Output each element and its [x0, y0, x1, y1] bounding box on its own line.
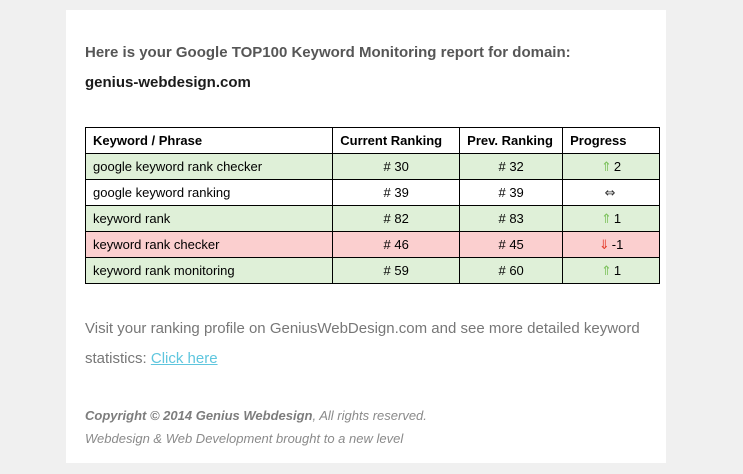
progress-value: 2: [613, 158, 622, 174]
current-ranking-cell: # 39: [332, 179, 461, 206]
keyword-ranking-table: Keyword / Phrase Current Ranking Prev. R…: [84, 127, 660, 284]
current-ranking-cell: # 59: [332, 257, 461, 284]
report-heading: Here is your Google TOP100 Keyword Monit…: [85, 38, 647, 98]
progress-cell: ⇓ -1: [562, 231, 660, 258]
copyright-notice-bold: Copyright © 2014 Genius Webdesign: [85, 408, 313, 423]
table-row: keyword rank checker # 46 # 45 ⇓ -1: [84, 231, 660, 258]
keyword-cell: keyword rank: [84, 205, 334, 232]
table-row: google keyword rank checker # 30 # 32 ⇑ 2: [84, 153, 660, 180]
progress-cell: ⇔: [562, 179, 660, 206]
progress-value: 1: [613, 262, 622, 278]
keyword-cell: keyword rank monitoring: [84, 257, 334, 284]
table-row: keyword rank monitoring # 59 # 60 ⇑ 1: [84, 257, 660, 284]
table-row: google keyword ranking # 39 # 39 ⇔: [84, 179, 660, 206]
report-card: Here is your Google TOP100 Keyword Monit…: [66, 10, 666, 463]
visit-profile-text: Visit your ranking profile on GeniusWebD…: [85, 314, 645, 374]
current-ranking-cell: # 30: [332, 153, 461, 180]
column-header-progress: Progress: [562, 127, 660, 154]
report-intro-line: Here is your Google TOP100 Keyword Monit…: [85, 44, 571, 61]
report-domain: genius-webdesign.com: [85, 74, 251, 91]
copyright-tagline: Webdesign & Web Development brought to a…: [85, 431, 404, 446]
keyword-cell: keyword rank checker: [84, 231, 334, 258]
progress-cell: ⇑ 2: [562, 153, 660, 180]
prev-ranking-cell: # 39: [459, 179, 564, 206]
column-header-current: Current Ranking: [332, 127, 461, 154]
table-header-row: Keyword / Phrase Current Ranking Prev. R…: [84, 127, 660, 154]
trend-down-icon: ⇓: [598, 237, 610, 253]
trend-up-icon: ⇑: [601, 263, 612, 279]
table-row: keyword rank # 82 # 83 ⇑ 1: [84, 205, 660, 232]
click-here-link[interactable]: Click here: [150, 350, 218, 367]
trend-up-icon: ⇑: [601, 211, 612, 227]
progress-value: -1: [611, 236, 624, 252]
prev-ranking-cell: # 45: [459, 231, 564, 258]
column-header-previous: Prev. Ranking: [459, 127, 564, 154]
column-header-keyword: Keyword / Phrase: [84, 127, 334, 154]
copyright-block: Copyright © 2014 Genius Webdesign, All r…: [85, 404, 647, 450]
prev-ranking-cell: # 60: [459, 257, 564, 284]
visit-text: Visit your ranking profile on GeniusWebD…: [85, 320, 640, 367]
trend-same-icon: ⇔: [604, 185, 616, 201]
progress-value: 1: [613, 210, 622, 226]
keyword-cell: google keyword rank checker: [84, 153, 334, 180]
progress-cell: ⇑ 1: [562, 205, 660, 232]
keyword-cell: google keyword ranking: [84, 179, 334, 206]
copyright-notice: Copyright © 2014 Genius Webdesign, All r…: [85, 404, 647, 427]
copyright-notice-rest: , All rights reserved.: [312, 408, 427, 423]
current-ranking-cell: # 82: [332, 205, 461, 232]
prev-ranking-cell: # 83: [459, 205, 564, 232]
progress-cell: ⇑ 1: [562, 257, 660, 284]
trend-up-icon: ⇑: [601, 159, 612, 175]
prev-ranking-cell: # 32: [459, 153, 564, 180]
current-ranking-cell: # 46: [332, 231, 461, 258]
